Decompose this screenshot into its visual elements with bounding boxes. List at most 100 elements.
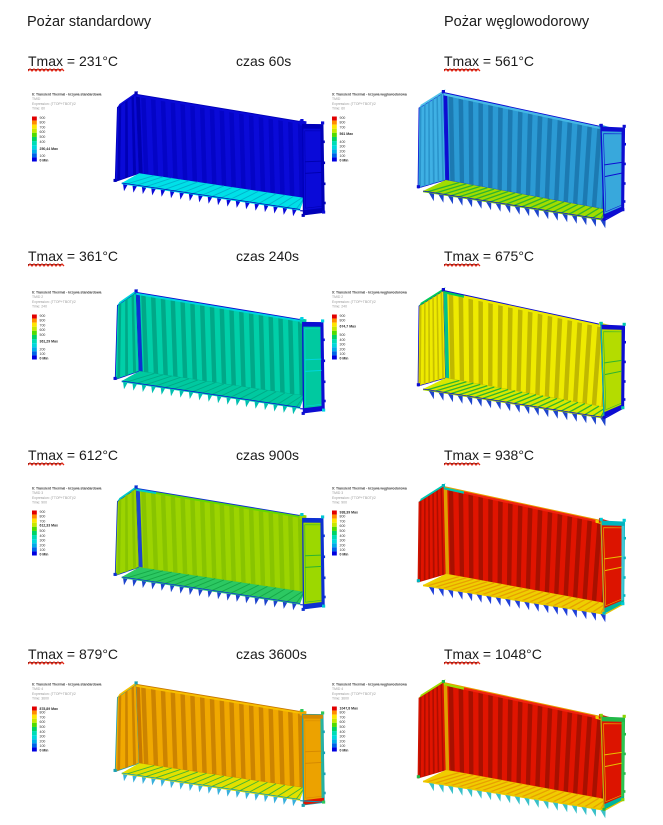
svg-text:0 Min: 0 Min bbox=[40, 356, 49, 360]
svg-text:400: 400 bbox=[340, 140, 346, 144]
svg-text:250,44 Max: 250,44 Max bbox=[40, 147, 59, 151]
svg-text:Time: 3600: Time: 3600 bbox=[332, 696, 349, 700]
svg-text:900: 900 bbox=[340, 116, 346, 120]
svg-text:100: 100 bbox=[40, 352, 46, 356]
svg-text:500: 500 bbox=[40, 725, 46, 729]
svg-text:200: 200 bbox=[40, 543, 46, 547]
svg-text:0 Min: 0 Min bbox=[40, 552, 49, 556]
svg-text:700: 700 bbox=[340, 715, 346, 719]
svg-text:Expression: (TTOP+TBOT)/2: Expression: (TTOP+TBOT)/2 bbox=[32, 102, 76, 106]
svg-text:361,29 Max: 361,29 Max bbox=[40, 339, 59, 343]
svg-text:Expression: (TTOP+TBOT)/2: Expression: (TTOP+TBOT)/2 bbox=[332, 102, 376, 106]
svg-text:Expression: (TTOP+TBOT)/2: Expression: (TTOP+TBOT)/2 bbox=[32, 299, 76, 303]
svg-text:300: 300 bbox=[40, 538, 46, 542]
svg-text:TMID 2: TMID 2 bbox=[32, 295, 43, 299]
svg-text:300: 300 bbox=[40, 735, 46, 739]
svg-text:Time: 60: Time: 60 bbox=[332, 106, 345, 110]
svg-text:600: 600 bbox=[340, 720, 346, 724]
svg-text:TMID: TMID bbox=[32, 97, 41, 101]
svg-text:600: 600 bbox=[40, 328, 46, 332]
svg-text:600: 600 bbox=[40, 720, 46, 724]
svg-text:TMID 4: TMID 4 bbox=[32, 687, 43, 691]
svg-text:300: 300 bbox=[340, 735, 346, 739]
svg-text:Time: 900: Time: 900 bbox=[32, 500, 47, 504]
svg-text:0 Min: 0 Min bbox=[340, 552, 349, 556]
svg-text:900: 900 bbox=[40, 313, 46, 317]
svg-text:561 Max: 561 Max bbox=[340, 132, 354, 136]
svg-text:Expression: (TTOP+TBOT)/2: Expression: (TTOP+TBOT)/2 bbox=[32, 692, 76, 696]
svg-text:100: 100 bbox=[40, 548, 46, 552]
svg-text:100: 100 bbox=[40, 154, 46, 158]
svg-text:500: 500 bbox=[340, 725, 346, 729]
svg-text:Time: 60: Time: 60 bbox=[32, 106, 45, 110]
svg-text:300: 300 bbox=[340, 145, 346, 149]
svg-text:900: 900 bbox=[40, 509, 46, 513]
svg-text:400: 400 bbox=[340, 533, 346, 537]
svg-text:800: 800 bbox=[40, 514, 46, 518]
svg-text:600: 600 bbox=[340, 524, 346, 528]
svg-text:900: 900 bbox=[40, 116, 46, 120]
svg-text:6: Transient Thermal - krzywa: 6: Transient Thermal - krzywa standardow… bbox=[32, 290, 101, 294]
svg-text:500: 500 bbox=[340, 529, 346, 533]
svg-text:938,39 Max: 938,39 Max bbox=[340, 510, 359, 514]
svg-text:500: 500 bbox=[340, 333, 346, 337]
svg-text:Time: 900: Time: 900 bbox=[332, 500, 347, 504]
svg-text:200: 200 bbox=[340, 347, 346, 351]
svg-text:800: 800 bbox=[340, 318, 346, 322]
svg-text:100: 100 bbox=[340, 744, 346, 748]
svg-text:0 Min: 0 Min bbox=[40, 749, 49, 753]
svg-text:9: Transient Thermal - krzywa: 9: Transient Thermal - krzywa węglowodor… bbox=[332, 290, 407, 294]
svg-text:700: 700 bbox=[40, 715, 46, 719]
svg-text:400: 400 bbox=[40, 730, 46, 734]
svg-text:9: Transient Thermal - krzywa: 9: Transient Thermal - krzywa węglowodor… bbox=[332, 683, 407, 687]
svg-text:100: 100 bbox=[340, 154, 346, 158]
svg-text:800: 800 bbox=[40, 711, 46, 715]
svg-text:500: 500 bbox=[40, 135, 46, 139]
svg-text:TMID: TMID bbox=[332, 97, 341, 101]
svg-text:0 Min: 0 Min bbox=[40, 159, 49, 163]
svg-text:900: 900 bbox=[340, 313, 346, 317]
svg-text:TMID 2: TMID 2 bbox=[332, 295, 343, 299]
svg-text:612,33 Max: 612,33 Max bbox=[40, 523, 59, 527]
svg-text:200: 200 bbox=[40, 347, 46, 351]
svg-text:674,7 Max: 674,7 Max bbox=[340, 324, 357, 328]
svg-text:Expression: (TTOP+TBOT)/2: Expression: (TTOP+TBOT)/2 bbox=[332, 692, 376, 696]
svg-text:TMID 3: TMID 3 bbox=[32, 491, 43, 495]
svg-text:800: 800 bbox=[40, 121, 46, 125]
svg-text:200: 200 bbox=[340, 739, 346, 743]
svg-text:100: 100 bbox=[40, 744, 46, 748]
svg-text:300: 300 bbox=[340, 342, 346, 346]
svg-text:Time: 3600: Time: 3600 bbox=[32, 696, 49, 700]
svg-text:1047,8 Max: 1047,8 Max bbox=[340, 706, 359, 710]
svg-text:600: 600 bbox=[40, 130, 46, 134]
svg-text:200: 200 bbox=[340, 543, 346, 547]
svg-text:Expression: (TTOP+TBOT)/2: Expression: (TTOP+TBOT)/2 bbox=[332, 299, 376, 303]
svg-text:878,89 Max: 878,89 Max bbox=[40, 707, 59, 711]
svg-text:6: Transient Thermal - krzywa: 6: Transient Thermal - krzywa standardow… bbox=[32, 683, 101, 687]
svg-text:0 Min: 0 Min bbox=[340, 356, 349, 360]
svg-text:9: Transient Thermal - krzywa: 9: Transient Thermal - krzywa węglowodor… bbox=[332, 486, 407, 490]
svg-text:500: 500 bbox=[40, 529, 46, 533]
svg-text:Expression: (TTOP+TBOT)/2: Expression: (TTOP+TBOT)/2 bbox=[332, 495, 376, 499]
svg-text:400: 400 bbox=[340, 337, 346, 341]
svg-text:200: 200 bbox=[340, 149, 346, 153]
svg-text:TMID 4: TMID 4 bbox=[332, 687, 343, 691]
svg-text:500: 500 bbox=[40, 333, 46, 337]
svg-text:Expression: (TTOP+TBOT)/2: Expression: (TTOP+TBOT)/2 bbox=[32, 495, 76, 499]
svg-text:700: 700 bbox=[40, 125, 46, 129]
svg-text:Time: 240: Time: 240 bbox=[32, 304, 47, 308]
svg-text:0 Min: 0 Min bbox=[340, 749, 349, 753]
svg-text:Time: 240: Time: 240 bbox=[332, 304, 347, 308]
svg-text:700: 700 bbox=[340, 125, 346, 129]
svg-text:800: 800 bbox=[340, 121, 346, 125]
svg-text:200: 200 bbox=[40, 739, 46, 743]
svg-text:700: 700 bbox=[40, 323, 46, 327]
svg-text:100: 100 bbox=[340, 352, 346, 356]
svg-text:400: 400 bbox=[40, 533, 46, 537]
svg-text:6: Transient Thermal - krzywa: 6: Transient Thermal - krzywa standardow… bbox=[32, 93, 101, 97]
svg-text:0 Min: 0 Min bbox=[340, 159, 349, 163]
svg-text:100: 100 bbox=[340, 548, 346, 552]
svg-text:9: Transient Thermal - krzywa: 9: Transient Thermal - krzywa węglowodor… bbox=[332, 93, 407, 97]
svg-text:400: 400 bbox=[40, 140, 46, 144]
svg-text:TMID 3: TMID 3 bbox=[332, 491, 343, 495]
